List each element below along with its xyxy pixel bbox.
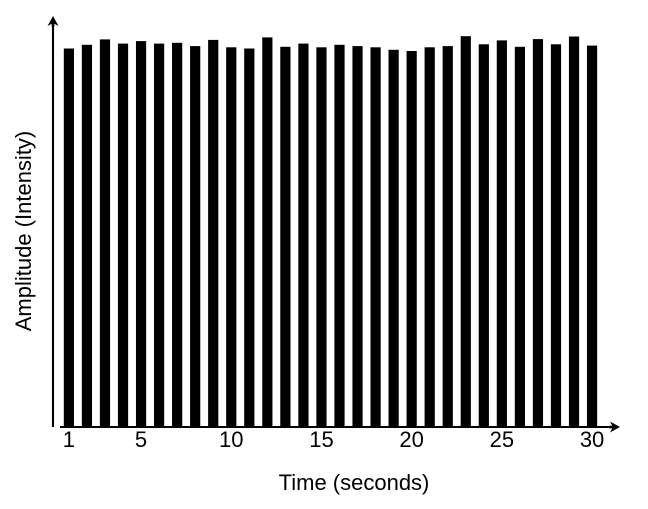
svg-text:15: 15 xyxy=(309,427,333,452)
svg-text:20: 20 xyxy=(399,427,423,452)
svg-text:30: 30 xyxy=(580,427,604,452)
svg-text:1: 1 xyxy=(63,427,75,452)
svg-text:Amplitude (Intensity): Amplitude (Intensity) xyxy=(11,131,36,332)
svg-text:Time (seconds): Time (seconds) xyxy=(279,470,430,495)
svg-text:10: 10 xyxy=(219,427,243,452)
svg-text:5: 5 xyxy=(135,427,147,452)
svg-text:25: 25 xyxy=(490,427,514,452)
